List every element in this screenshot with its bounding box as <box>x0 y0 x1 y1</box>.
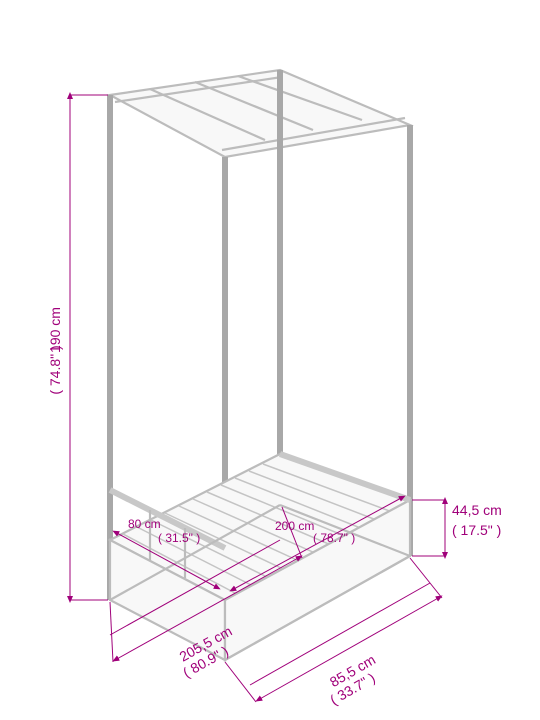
dim-inner-cm: 80 cm <box>128 517 161 531</box>
dim-base-cm: 44,5 cm <box>452 502 502 518</box>
bed-frame <box>110 70 410 660</box>
diagram-canvas: 190 cm ( 74.8" ) 44,5 cm ( 17.5" ) 80 cm… <box>0 0 540 720</box>
dim-len-cm: 200 cm <box>275 519 314 533</box>
dim-len-in: ( 78.7" ) <box>313 531 355 545</box>
dim-height-in: ( 74.8" ) <box>47 345 63 394</box>
dim-inner-in: ( 31.5" ) <box>158 531 200 545</box>
dim-base-in: ( 17.5" ) <box>452 522 501 538</box>
